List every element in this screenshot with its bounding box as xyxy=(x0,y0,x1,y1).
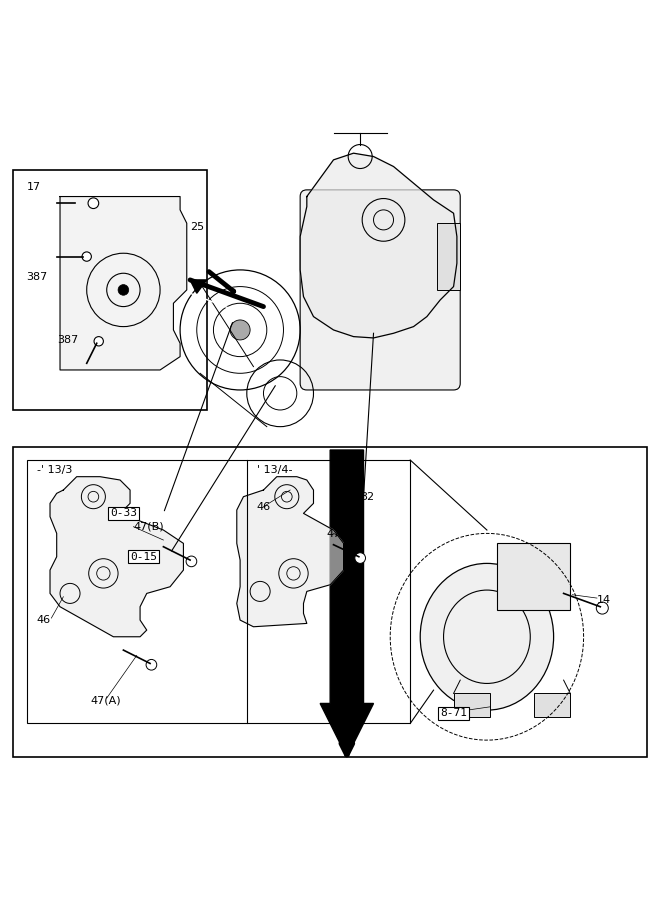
Bar xyxy=(437,223,460,290)
Polygon shape xyxy=(190,280,207,293)
Text: 0-33: 0-33 xyxy=(110,508,137,518)
Text: -' 13/3: -' 13/3 xyxy=(37,465,72,475)
Circle shape xyxy=(82,252,91,261)
Text: 46: 46 xyxy=(257,501,271,512)
Text: 47(A): 47(A) xyxy=(90,695,121,705)
FancyBboxPatch shape xyxy=(300,190,460,390)
Circle shape xyxy=(596,602,608,614)
Circle shape xyxy=(88,198,99,209)
Bar xyxy=(27,460,410,724)
Text: 47(B): 47(B) xyxy=(133,522,164,532)
Polygon shape xyxy=(50,477,183,637)
Polygon shape xyxy=(60,196,187,370)
Text: 14: 14 xyxy=(597,595,611,605)
Circle shape xyxy=(230,320,250,340)
Text: 387: 387 xyxy=(27,272,48,282)
Polygon shape xyxy=(320,450,374,757)
Text: 32: 32 xyxy=(360,491,374,501)
Bar xyxy=(454,694,490,716)
Text: 8-71: 8-71 xyxy=(440,708,467,718)
Ellipse shape xyxy=(420,563,554,710)
Bar xyxy=(497,544,570,610)
Text: 47(B): 47(B) xyxy=(327,528,358,538)
Text: 17: 17 xyxy=(27,182,41,192)
Bar xyxy=(13,446,647,757)
Bar xyxy=(13,170,207,410)
Text: 46: 46 xyxy=(37,615,51,626)
Circle shape xyxy=(94,337,103,346)
Circle shape xyxy=(186,556,197,567)
Bar xyxy=(534,694,570,716)
Polygon shape xyxy=(300,153,457,338)
Text: 387: 387 xyxy=(57,335,78,345)
Circle shape xyxy=(118,284,129,295)
Polygon shape xyxy=(237,477,344,626)
Circle shape xyxy=(355,553,366,563)
Text: ' 13/4-: ' 13/4- xyxy=(257,465,292,475)
Text: 25: 25 xyxy=(190,221,204,231)
Circle shape xyxy=(146,660,157,670)
Text: 0-15: 0-15 xyxy=(130,552,157,562)
